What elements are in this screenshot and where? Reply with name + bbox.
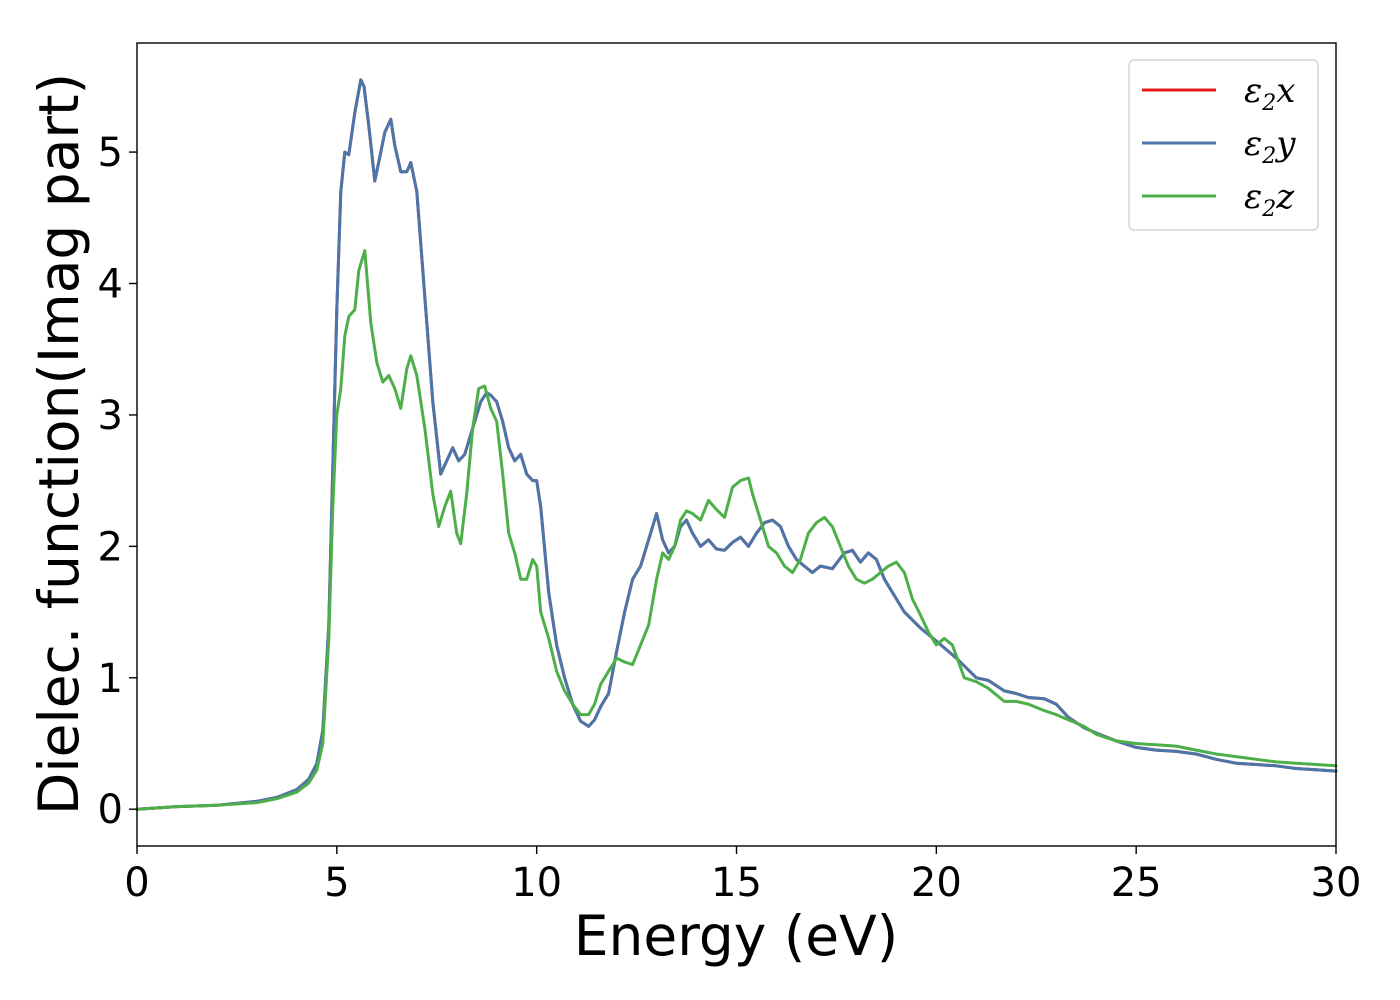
x-axis: 0 5 10 15 20 25 30 <box>124 846 1361 906</box>
y-axis-label: Dielec. function(Imag part) <box>27 73 91 815</box>
y-tick-label: 5 <box>98 130 123 176</box>
x-tick-label: 20 <box>911 860 962 906</box>
y-tick-label: 1 <box>98 656 123 702</box>
x-tick-label: 15 <box>711 860 762 906</box>
x-axis-label: Energy (eV) <box>574 904 898 968</box>
y-axis: 0 1 2 3 4 5 <box>98 130 137 833</box>
series-layer <box>135 78 1338 811</box>
y-tick-label: 4 <box>98 262 123 308</box>
x-tick-label: 0 <box>124 860 149 906</box>
legend: ε2x ε2y ε2z <box>1128 59 1319 231</box>
x-tick-label: 5 <box>324 860 349 906</box>
x-tick-label: 30 <box>1311 860 1362 906</box>
y-tick-label: 0 <box>98 787 123 833</box>
legend-label-1: ε2y <box>1244 124 1296 169</box>
y-tick-label: 2 <box>98 524 123 570</box>
legend-box <box>1128 59 1319 231</box>
legend-label-0: ε2x <box>1244 71 1295 116</box>
x-tick-label: 10 <box>511 860 562 906</box>
series-line-2 <box>135 249 1338 811</box>
x-tick-label: 25 <box>1111 860 1162 906</box>
legend-label-2: ε2z <box>1244 177 1295 222</box>
y-tick-label: 3 <box>98 393 123 439</box>
series-line-1 <box>135 78 1338 811</box>
